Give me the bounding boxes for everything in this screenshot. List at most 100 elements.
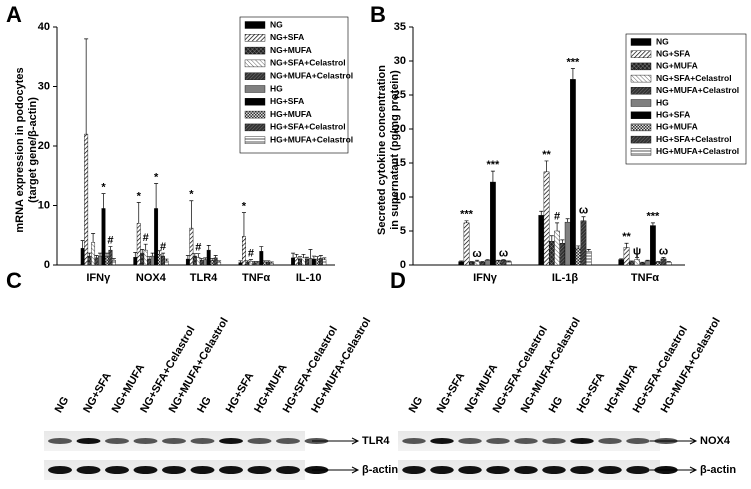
- bar: [238, 262, 243, 266]
- y-axis-label: (target gene/β-actin): [27, 97, 39, 203]
- bar: [94, 257, 99, 266]
- y-axis-label: in supernatant (pg/mg protein): [389, 70, 401, 230]
- legend-swatch: [244, 98, 266, 106]
- error-bar: [304, 256, 309, 260]
- bar: [484, 260, 491, 266]
- band-label: NOX4: [700, 435, 731, 447]
- error-bar: [199, 258, 204, 261]
- bar: [548, 240, 555, 266]
- blot-band: [219, 466, 243, 474]
- significance-mark: ω: [579, 205, 588, 217]
- y-tick-label: 35: [394, 21, 406, 33]
- bar: [580, 220, 587, 266]
- panel-label: C: [6, 268, 22, 293]
- error-bar: [496, 259, 501, 261]
- bar: [479, 262, 486, 266]
- significance-mark: *: [137, 190, 142, 202]
- bar: [298, 258, 302, 266]
- error-bar: [666, 261, 671, 263]
- y-tick-label: 20: [38, 140, 50, 152]
- bar: [262, 261, 267, 266]
- legend-label: HG+MUFA+Celastrol: [656, 146, 739, 156]
- legend-label: NG+MUFA+Celastrol: [656, 85, 739, 95]
- error-bar: [539, 210, 544, 216]
- error-bar: [464, 220, 469, 223]
- error-bar: [586, 249, 591, 252]
- error-bar: [298, 256, 303, 260]
- legend-swatch: [244, 85, 266, 93]
- bar: [634, 259, 640, 266]
- significance-mark: **: [622, 231, 631, 243]
- error-bar: [262, 260, 267, 263]
- bar: [136, 223, 141, 266]
- error-bar: [104, 252, 109, 257]
- bar: [628, 261, 635, 266]
- bar: [210, 260, 215, 266]
- error-bar: [206, 245, 211, 251]
- significance-mark: ω: [659, 245, 668, 257]
- significance-mark: ***: [646, 211, 660, 223]
- y-axis-label: mRNA expression in podocytes: [14, 67, 26, 232]
- error-bar: [301, 253, 306, 258]
- blot-band: [48, 466, 72, 474]
- error-bar: [164, 258, 169, 261]
- error-bar: [185, 255, 190, 260]
- error-bar: [111, 258, 116, 261]
- blot-band: [486, 438, 510, 444]
- y-tick-label: 20: [394, 123, 406, 135]
- x-tick-label: NOX4: [136, 272, 167, 284]
- lane-label: HG: [547, 395, 566, 415]
- error-bar: [570, 68, 575, 80]
- legend-label: NG+SFA+Celastrol: [656, 73, 732, 83]
- bar: [660, 258, 667, 266]
- error-bar: [640, 261, 645, 263]
- significance-mark: *: [189, 189, 194, 201]
- significance-mark: *: [101, 182, 106, 194]
- lane-label: HG: [195, 395, 214, 415]
- arrow-head: [351, 466, 360, 474]
- error-bar: [311, 255, 316, 260]
- legend-label: HG+SFA: [656, 109, 690, 119]
- significance-mark: ω: [499, 247, 508, 259]
- legend-swatch: [630, 111, 652, 119]
- y-tick-label: 10: [394, 191, 406, 203]
- error-bar: [629, 260, 634, 262]
- significance-mark: ***: [566, 56, 580, 68]
- legend-label: NG+SFA: [270, 32, 304, 42]
- error-bar: [266, 260, 271, 263]
- significance-mark: ω: [472, 248, 481, 260]
- arrow-head: [689, 437, 698, 445]
- blot-band: [48, 438, 72, 444]
- error-bar: [143, 243, 148, 251]
- error-bar: [161, 252, 166, 257]
- blot-band: [219, 438, 243, 444]
- bar: [644, 260, 651, 266]
- bar: [91, 242, 96, 266]
- bar: [538, 215, 545, 266]
- error-bar: [248, 259, 253, 262]
- error-bar: [650, 222, 655, 226]
- bar: [570, 79, 576, 266]
- blot-band: [458, 466, 482, 474]
- error-bar: [192, 253, 197, 257]
- legend-swatch: [630, 123, 652, 132]
- bar: [259, 251, 264, 266]
- y-tick-label: 5: [400, 225, 406, 237]
- bar: [111, 260, 116, 266]
- bar: [468, 262, 475, 266]
- significance-mark: ***: [486, 159, 500, 171]
- legend-label: HG: [656, 97, 669, 107]
- legend-label: HG+SFA+Celastrol: [270, 122, 346, 132]
- bar: [291, 257, 296, 266]
- error-bar: [544, 160, 549, 172]
- error-bar: [203, 257, 208, 260]
- bar: [665, 262, 672, 266]
- bar: [500, 260, 507, 266]
- error-bar: [635, 257, 640, 260]
- y-tick-label: 0: [44, 259, 50, 271]
- bar: [157, 254, 162, 266]
- x-tick-label: IFNγ: [86, 272, 111, 284]
- bar: [305, 258, 309, 266]
- blot-band: [626, 466, 650, 474]
- error-bar: [245, 260, 250, 263]
